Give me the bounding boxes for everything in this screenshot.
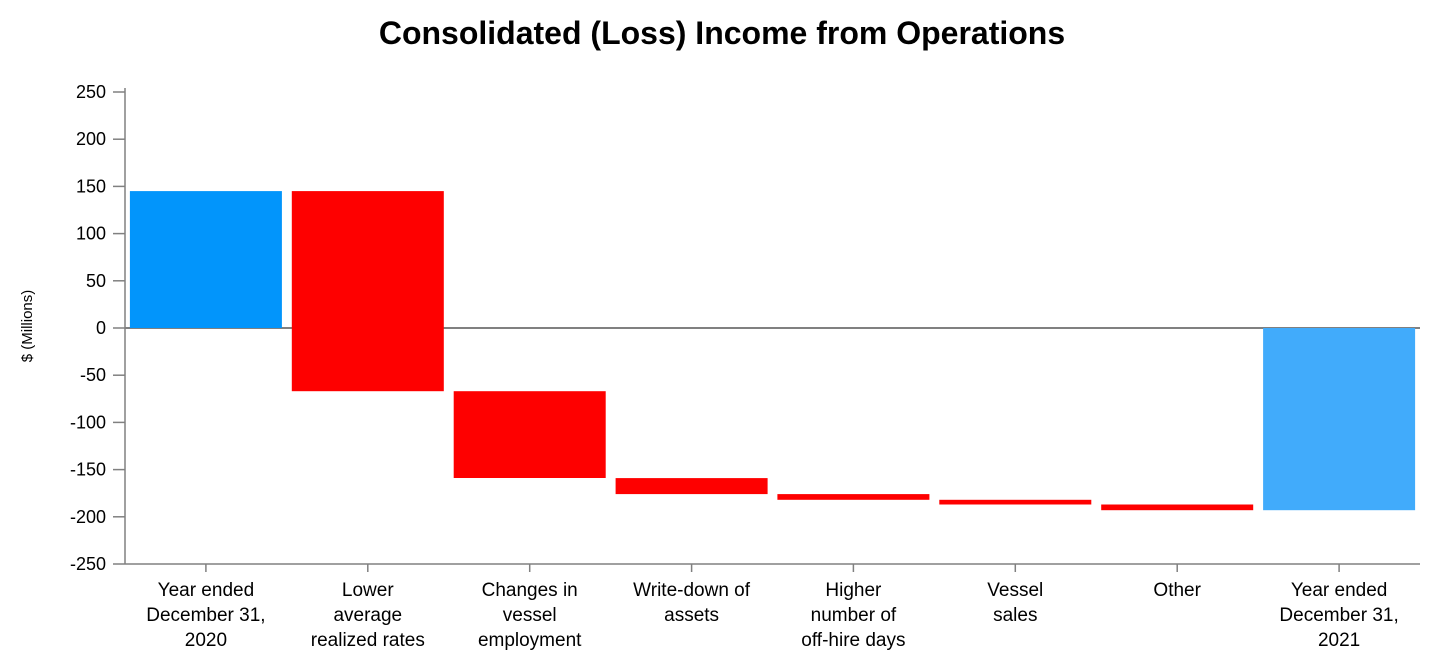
x-category-label: Year ended — [158, 580, 255, 601]
x-category-label: off-hire days — [801, 630, 905, 651]
x-category-label: number of — [811, 605, 897, 626]
chart-title: Consolidated (Loss) Income from Operatio… — [379, 15, 1065, 51]
x-category-label: Year ended — [1291, 580, 1388, 601]
bar-8-total — [1263, 328, 1416, 511]
y-tick-label: -50 — [80, 365, 106, 385]
x-category-label: Higher — [825, 580, 882, 601]
y-axis-title: $ (Millions) — [19, 290, 36, 363]
bar-7-decrease — [1101, 504, 1254, 511]
x-category-label: Vessel — [987, 580, 1043, 601]
x-category-label: vessel — [503, 605, 557, 626]
y-tick-label: 0 — [96, 318, 106, 338]
y-tick-label: -200 — [70, 507, 106, 527]
x-category-label: Write-down of — [633, 580, 751, 601]
x-category-label: sales — [993, 605, 1037, 626]
x-category-label: Changes in — [482, 580, 578, 601]
y-tick-label: -250 — [70, 554, 106, 574]
x-category-label: realized rates — [311, 630, 425, 651]
x-category-label: 2020 — [185, 630, 227, 651]
x-category-label: December 31, — [146, 605, 265, 626]
bar-2-decrease — [291, 191, 444, 392]
x-category-label: Lower — [342, 580, 394, 601]
plot-area: 250 200 150 100 50 0 -50 -100 -150 -200 -250 Year e… — [70, 82, 1420, 651]
x-category-label: employment — [478, 630, 582, 651]
x-category-label: assets — [664, 605, 719, 626]
bar-5-decrease — [777, 494, 930, 500]
x-category-label: average — [333, 605, 402, 626]
bar-1-total — [129, 191, 282, 328]
x-category-label: December 31, — [1279, 605, 1398, 626]
y-tick-label: 100 — [76, 224, 106, 244]
y-tick-label: 250 — [76, 82, 106, 102]
y-tick-label: 50 — [86, 271, 106, 291]
x-category-label: Other — [1153, 580, 1201, 601]
x-category-label: 2021 — [1318, 630, 1360, 651]
bar-4-decrease — [615, 478, 768, 495]
y-tick-label: 150 — [76, 176, 106, 196]
y-tick-label: 200 — [76, 129, 106, 149]
bar-6-decrease — [939, 499, 1092, 505]
y-tick-label: -100 — [70, 412, 106, 432]
bar-3-decrease — [453, 391, 606, 478]
y-tick-label: -150 — [70, 460, 106, 480]
